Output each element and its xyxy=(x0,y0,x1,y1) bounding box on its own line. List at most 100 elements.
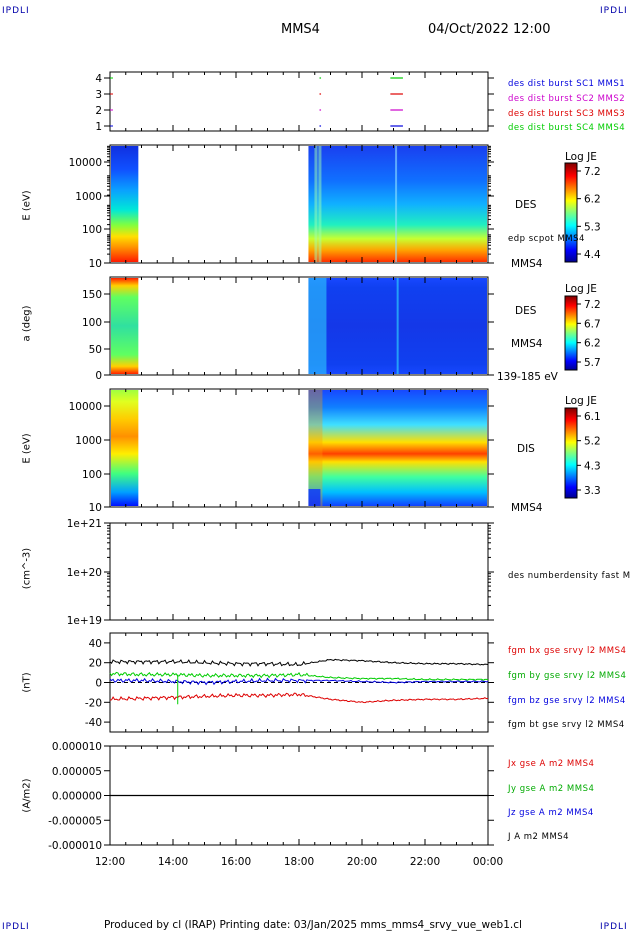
burst-legend-mms3: des dist burst SC3 MMS3 xyxy=(508,109,626,119)
des-energy-stripe xyxy=(314,146,318,262)
burst-legend-mms1: des dist burst SC1 MMS1 xyxy=(508,79,626,89)
cbar2-title: Log JE xyxy=(565,283,597,295)
des-pa-energy-label: 139-185 eV xyxy=(497,371,558,383)
burst-ytick-label: 4 xyxy=(95,73,102,85)
density-ytick-label: 1e+20 xyxy=(67,567,102,579)
des-pa-ytick-label: 150 xyxy=(82,289,102,301)
footer-text: Produced by cl (IRAP) Printing date: 03/… xyxy=(104,919,522,931)
des-energy-sub-label: edp scpot MMS4 xyxy=(508,234,585,244)
burst-legend-mms2: des dist burst SC2 MMS2 xyxy=(508,94,626,104)
des-energy-colorbar-label: 6.2 xyxy=(584,194,601,206)
des-energy-ytick-label: 10 xyxy=(89,258,102,270)
x-tick-label: 22:00 xyxy=(410,856,440,868)
des-pa-colorbar-label: 6.7 xyxy=(584,318,601,330)
dis-energy-ylabel: E (eV) xyxy=(21,433,33,464)
density-ytick-label: 1e+19 xyxy=(67,615,102,627)
bfield-series-line xyxy=(109,677,489,686)
bfield-ytick-label: -40 xyxy=(85,717,102,729)
cbar1-title: Log JE xyxy=(565,151,597,163)
by-legend: fgm by gse srvy l2 MMS4 xyxy=(508,671,627,681)
density-frame xyxy=(109,522,489,621)
burst-legend-mms4: des dist burst SC4 MMS4 xyxy=(508,123,626,133)
j-legend: J A m2 MMS4 xyxy=(508,832,570,842)
des-energy-side-label: DES xyxy=(515,199,537,211)
bfield-ytick-label: 40 xyxy=(89,638,102,650)
x-tick-label: 12:00 xyxy=(95,856,125,868)
jx-legend: Jx gse A m2 MMS4 xyxy=(508,759,595,769)
dis-energy-ytick-label: 100 xyxy=(82,469,102,481)
corner-label-bl: IPDLI xyxy=(2,922,30,932)
des-energy-spectrogram-left xyxy=(111,146,139,262)
burst-ytick-label: 2 xyxy=(95,105,102,117)
des-pa-side-label: DES xyxy=(515,305,537,317)
des-pa-spectrogram-left xyxy=(111,278,139,374)
des-energy-stripe xyxy=(395,146,398,262)
bz-legend: fgm bz gse srvy l2 MMS4 xyxy=(508,696,626,706)
cbar3-title: Log JE xyxy=(565,395,597,407)
dis-energy-ytick-label: 10000 xyxy=(69,401,102,413)
current-ytick-label: -0.000010 xyxy=(48,840,102,852)
des-energy-ylabel: E (eV) xyxy=(21,190,33,221)
x-tick-label: 16:00 xyxy=(221,856,251,868)
burst-ytick-label: 1 xyxy=(95,121,102,133)
dis-energy-colorbar-label: 6.1 xyxy=(584,411,601,423)
des-energy-bottom-label: MMS4 xyxy=(511,258,543,270)
dis-energy-colorbar-label: 3.3 xyxy=(584,485,601,497)
dis-energy-ytick-label: 10 xyxy=(89,502,102,514)
des-energy-spectrogram-right xyxy=(308,146,487,262)
spacecraft-title: MMS4 xyxy=(281,22,320,37)
current-ytick-label: -0.000005 xyxy=(48,815,102,827)
current-ytick-label: 0.000000 xyxy=(52,791,102,803)
burst-panel-frame xyxy=(109,71,489,132)
bfield-series-line xyxy=(109,658,489,667)
des-energy-ytick-label: 100 xyxy=(82,224,102,236)
dis-energy-side-label: DIS xyxy=(517,443,535,455)
des-pa-ylabel: a (deg) xyxy=(21,305,33,342)
dis-energy-colorbar-label: 4.3 xyxy=(584,460,601,472)
bfield-ylabel: (nT) xyxy=(21,672,33,693)
dis-energy-spectrogram-left xyxy=(111,390,139,506)
des-energy-colorbar xyxy=(564,162,578,263)
bfield-ytick-label: 0 xyxy=(95,678,102,690)
jz-legend: Jz gse A m2 MMS4 xyxy=(508,808,594,818)
des-pa-sub-label: MMS4 xyxy=(511,338,543,350)
current-ytick-label: 0.000010 xyxy=(52,741,102,753)
bfield-series-line xyxy=(109,671,489,681)
density-ylabel: (cm^-3) xyxy=(21,547,33,590)
des-energy-ytick-label: 10000 xyxy=(69,157,102,169)
bx-legend: fgm bx gse srvy l2 MMS4 xyxy=(508,646,627,656)
des-pa-colorbar xyxy=(564,295,578,371)
des-energy-colorbar-label: 5.3 xyxy=(584,221,601,233)
dis-energy-spectrogram-right xyxy=(308,390,487,506)
dis-energy-bottom-label: MMS4 xyxy=(511,502,543,514)
current-ylabel: (A/m2) xyxy=(21,778,33,813)
corner-label-tl: IPDLI xyxy=(2,6,30,16)
current-ytick-label: 0.000005 xyxy=(52,766,102,778)
burst-ytick-label: 3 xyxy=(95,89,102,101)
density-legend: des numberdensity fast M xyxy=(508,571,630,581)
bfield-series-line xyxy=(109,692,489,704)
des-pa-colorbar-label: 5.7 xyxy=(584,357,601,369)
des-pa-ytick-label: 0 xyxy=(95,370,102,382)
dis-energy-colorbar xyxy=(564,407,578,499)
x-tick-label: 00:00 xyxy=(473,856,503,868)
dis-energy-stripe xyxy=(308,489,321,506)
x-tick-label: 14:00 xyxy=(158,856,188,868)
dis-energy-ytick-label: 1000 xyxy=(75,435,102,447)
des-energy-ytick-label: 1000 xyxy=(75,191,102,203)
bfield-ytick-label: 20 xyxy=(89,658,102,670)
des-pa-colorbar-label: 6.2 xyxy=(584,338,601,350)
x-tick-label: 20:00 xyxy=(347,856,377,868)
dis-energy-colorbar-label: 5.2 xyxy=(584,436,601,448)
date-title: 04/Oct/2022 12:00 xyxy=(428,22,551,37)
des-pa-ytick-label: 100 xyxy=(82,317,102,329)
des-pa-colorbar-label: 7.2 xyxy=(584,299,601,311)
x-tick-label: 18:00 xyxy=(284,856,314,868)
bt-legend: fgm bt gse srvy l2 MMS4 xyxy=(508,720,625,730)
density-ytick-label: 1e+21 xyxy=(67,518,102,530)
des-pa-stripe xyxy=(308,278,327,374)
des-pa-ytick-label: 50 xyxy=(89,344,102,356)
des-energy-colorbar-label: 7.2 xyxy=(584,166,601,178)
corner-label-tr: IPDLI xyxy=(600,6,628,16)
